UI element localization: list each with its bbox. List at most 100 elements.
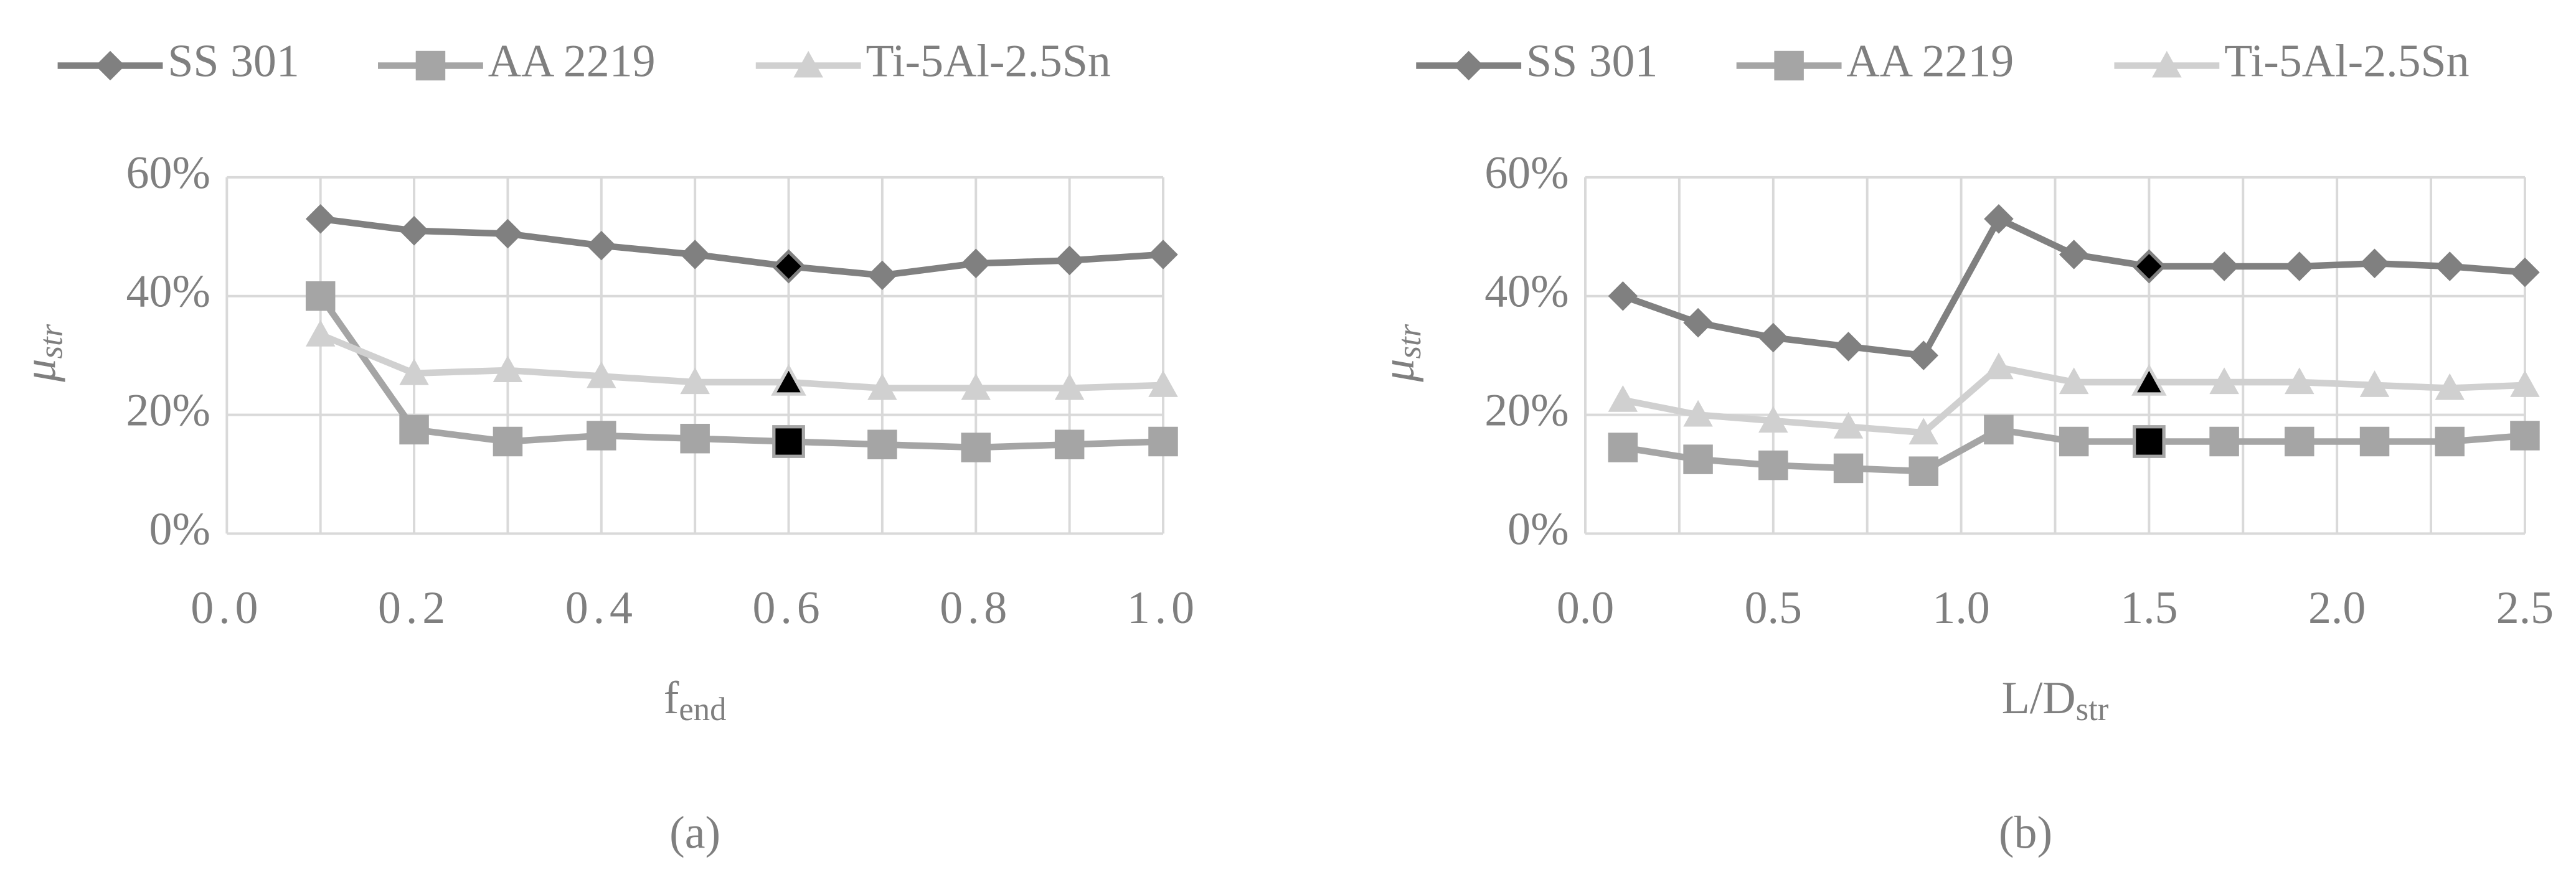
y-tick-label: 20% (1484, 385, 1569, 436)
y-label-main: μ (14, 359, 65, 383)
marker (2209, 251, 2239, 281)
marker (1774, 50, 1804, 81)
marker (961, 433, 991, 462)
marker (771, 249, 806, 284)
y-axis-label: μstr (14, 324, 69, 382)
legend-item: SS 301 (57, 35, 300, 86)
y-label-main: μ (1372, 359, 1423, 383)
legend-label: Ti-5Al-2.5Sn (866, 35, 1111, 86)
x-label-sub: str (2076, 691, 2109, 728)
marker (2059, 426, 2089, 457)
marker (1833, 453, 1864, 484)
marker (305, 281, 336, 311)
marker (1833, 332, 1864, 362)
marker (2359, 426, 2390, 457)
marker (2435, 251, 2465, 281)
x-tick-label: 1.0 (1932, 582, 1989, 633)
legend-label: AA 2219 (488, 35, 656, 86)
caption: (b) (1999, 807, 2052, 858)
x-axis-label: L/Dstr (2002, 672, 2109, 728)
x-tick-label: 0.0 (1557, 582, 1614, 633)
marker (2285, 367, 2314, 395)
marker (399, 414, 429, 445)
legend-item: Ti-5Al-2.5Sn (755, 35, 1111, 86)
marker (493, 355, 523, 382)
marker (1683, 444, 1713, 474)
marker (1608, 385, 1638, 412)
marker (961, 248, 991, 278)
marker (2209, 426, 2239, 457)
marker (1148, 426, 1178, 457)
marker (772, 425, 805, 458)
marker (1908, 418, 1938, 445)
x-tick-label: 0.5 (1745, 582, 1802, 633)
series-line (318, 294, 1164, 451)
legend-item: SS 301 (1416, 35, 1658, 86)
marker (587, 421, 616, 451)
legend-item: AA 2219 (1736, 35, 2014, 86)
marker (2510, 421, 2540, 451)
marker (1984, 414, 2014, 445)
y-tick-label: 40% (126, 266, 210, 317)
x-tick-label: 0.2 (378, 582, 450, 633)
x-tick-label: 0.8 (940, 582, 1012, 633)
x-tick-label: 1.5 (2120, 582, 2177, 633)
x-tick-label: 0.6 (752, 582, 824, 633)
marker (1054, 429, 1085, 459)
marker (2132, 425, 2166, 458)
marker (2285, 426, 2314, 457)
marker (493, 426, 523, 457)
marker (2510, 370, 2540, 397)
marker (2131, 363, 2167, 396)
marker (2359, 248, 2390, 278)
marker (1054, 373, 1085, 400)
marker (1908, 456, 1938, 486)
marker (493, 218, 523, 249)
caption: (a) (669, 807, 720, 858)
marker (680, 240, 710, 269)
y-label-sub: str (1392, 324, 1428, 358)
marker (1683, 307, 1713, 338)
marker (1054, 245, 1085, 276)
y-tick-label: 60% (126, 147, 210, 198)
legend-item: AA 2219 (378, 35, 656, 86)
x-tick-label: 1.0 (1127, 582, 1199, 633)
marker (1683, 400, 1713, 427)
marker (1758, 450, 1788, 480)
x-axis-label: fend (664, 672, 727, 728)
legend-label: SS 301 (167, 35, 299, 86)
y-label-sub: str (33, 324, 69, 358)
marker (2059, 367, 2089, 395)
marker (1984, 204, 2014, 234)
y-tick-label: 40% (1484, 266, 1569, 317)
marker (680, 423, 710, 454)
marker (1908, 340, 1938, 370)
marker (1833, 411, 1864, 439)
series-line (319, 331, 1164, 391)
marker (2209, 367, 2239, 395)
marker (1148, 240, 1178, 269)
legend-item: Ti-5Al-2.5Sn (2114, 35, 2470, 86)
marker (867, 260, 897, 291)
marker (305, 204, 336, 234)
marker (95, 50, 125, 81)
legend-label: AA 2219 (1846, 35, 2014, 86)
chart-panel: SS 301 AA 2219 Ti-5Al-2.5Sn 0% 20% 40% 60% 0.0 0… (14, 35, 1199, 858)
marker (1453, 50, 1484, 81)
marker (867, 429, 897, 459)
legend-label: Ti-5Al-2.5Sn (2224, 35, 2469, 86)
marker (2131, 249, 2166, 284)
series-line (320, 215, 1164, 279)
marker (1758, 406, 1788, 433)
y-tick-label: 60% (1484, 147, 1569, 198)
marker (961, 373, 991, 400)
marker (305, 320, 336, 347)
marker (1608, 433, 1638, 462)
marker (1148, 370, 1178, 397)
marker (793, 50, 823, 78)
marker (2435, 373, 2465, 400)
y-tick-label: 20% (126, 385, 210, 436)
marker (771, 363, 806, 396)
